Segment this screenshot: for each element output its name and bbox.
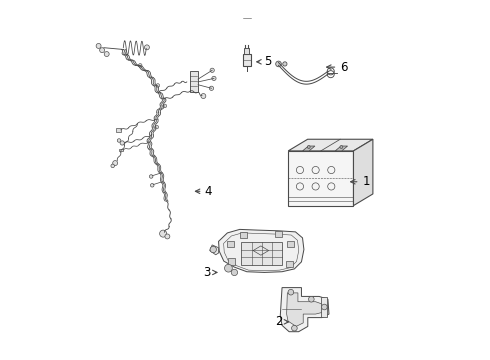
Polygon shape — [210, 245, 219, 255]
Bar — [286, 261, 293, 267]
Text: 1: 1 — [363, 175, 370, 188]
Circle shape — [155, 125, 159, 129]
Polygon shape — [353, 139, 373, 206]
Polygon shape — [335, 146, 347, 151]
Text: 5: 5 — [264, 55, 271, 68]
Circle shape — [96, 44, 101, 48]
Circle shape — [156, 84, 160, 87]
Circle shape — [288, 289, 294, 295]
Circle shape — [283, 62, 287, 66]
Circle shape — [340, 145, 343, 148]
Text: 3: 3 — [203, 266, 211, 279]
Bar — [287, 241, 294, 247]
Circle shape — [149, 175, 153, 178]
Circle shape — [104, 51, 109, 57]
Circle shape — [111, 164, 115, 168]
Bar — [190, 71, 198, 92]
Circle shape — [210, 68, 214, 72]
Circle shape — [209, 86, 214, 90]
Polygon shape — [280, 288, 329, 332]
Circle shape — [99, 48, 104, 53]
Circle shape — [160, 230, 167, 237]
Bar — [242, 242, 282, 265]
Polygon shape — [303, 146, 315, 151]
Bar — [243, 54, 251, 66]
Circle shape — [321, 304, 327, 310]
Bar — [116, 128, 121, 132]
Circle shape — [150, 184, 154, 187]
Circle shape — [224, 264, 232, 272]
Circle shape — [113, 161, 118, 166]
Text: 4: 4 — [204, 185, 212, 198]
Circle shape — [307, 145, 310, 148]
Polygon shape — [288, 151, 353, 206]
Circle shape — [165, 234, 170, 239]
Bar — [228, 258, 236, 265]
Circle shape — [201, 94, 206, 99]
Bar — [275, 231, 282, 237]
Circle shape — [210, 246, 217, 253]
Circle shape — [309, 296, 314, 302]
Bar — [240, 231, 247, 238]
Circle shape — [145, 45, 149, 50]
Circle shape — [231, 269, 238, 276]
Polygon shape — [287, 293, 322, 327]
Bar — [119, 149, 123, 152]
Circle shape — [163, 104, 167, 108]
Bar — [321, 297, 327, 317]
Polygon shape — [288, 139, 373, 151]
Text: 6: 6 — [340, 60, 347, 73]
Text: 2: 2 — [275, 315, 282, 328]
Bar — [244, 48, 249, 54]
Polygon shape — [219, 229, 304, 273]
Circle shape — [139, 64, 142, 67]
Circle shape — [292, 325, 297, 331]
Bar — [227, 241, 234, 247]
Circle shape — [212, 76, 216, 81]
Circle shape — [276, 61, 281, 67]
Circle shape — [117, 139, 121, 142]
Circle shape — [120, 141, 124, 145]
